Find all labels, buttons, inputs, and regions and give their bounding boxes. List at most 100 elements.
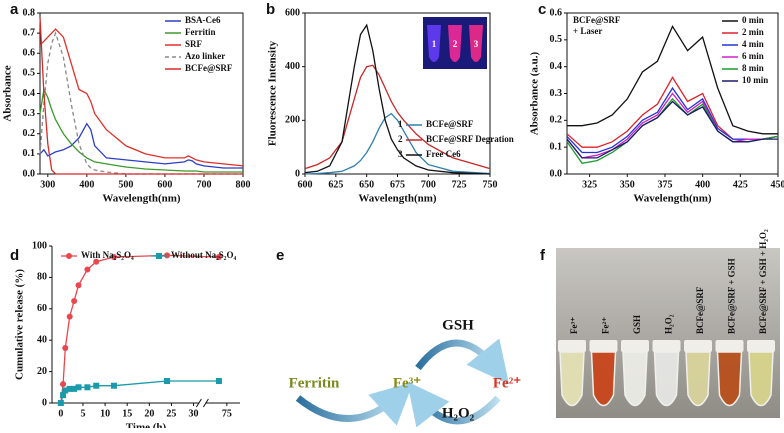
plot-frame (40, 13, 243, 174)
point (67, 314, 73, 320)
legend-label: 8 min (742, 63, 764, 73)
x-tick-label: 725 (452, 179, 467, 190)
y-tick-label: 0.0 (23, 168, 36, 179)
y-tick-label: 0.1 (23, 148, 36, 159)
y-tick-label: 600 (285, 7, 300, 18)
legend-label: SRF (185, 39, 203, 49)
y-tick-label: 40 (37, 334, 47, 345)
tube-cap (653, 340, 681, 352)
point (62, 345, 68, 351)
tube-label: BCFe@SRF + GSH + H₂O₂ (758, 229, 768, 334)
x-tick-label: 450 (771, 179, 784, 190)
tube-cap (684, 340, 712, 352)
x-tick-label: 325 (582, 179, 597, 190)
tube (686, 352, 710, 406)
y-tick-label: 0.7 (23, 27, 36, 38)
y-axis-label: Absorbance (a.u.) (529, 51, 541, 135)
y-tick-label: 0.6 (23, 48, 36, 59)
point (76, 384, 82, 390)
y-tick-label: 0.6 (550, 7, 563, 18)
series-line (567, 102, 778, 158)
y-tick-label: 0.2 (550, 115, 563, 126)
arrow (298, 396, 398, 419)
x-tick-label: 600 (157, 179, 172, 190)
y-tick-label: 0.4 (23, 88, 36, 99)
x-tick-label: 300 (40, 179, 55, 190)
tube-cap (590, 340, 618, 352)
point (111, 383, 117, 389)
legend-swatch (66, 253, 72, 259)
x-axis-label: Wavelength(nm) (633, 193, 712, 205)
tube (623, 352, 647, 406)
point (216, 378, 222, 384)
panel-letter: b (266, 1, 275, 18)
legend-label: 4 min (742, 39, 764, 49)
x-axis-label: Wavelength(nm) (358, 193, 437, 205)
y-axis-label: Fluorescence Intensity (267, 40, 279, 146)
y-tick-label: 400 (285, 61, 300, 72)
tube-cap (716, 340, 744, 352)
x-tick-label: 5 (80, 408, 85, 419)
tube (718, 352, 742, 406)
x-tick-label: 750 (483, 179, 498, 190)
y-tick-label: 0 (295, 168, 300, 179)
legend-label: 2 min (742, 27, 764, 37)
tube (749, 352, 773, 406)
y-tick-label: 0.8 (23, 7, 36, 18)
legend-number: 1 (398, 119, 403, 129)
legend-label: Free Ce6 (426, 149, 461, 159)
x-tick-label: 0 (58, 408, 63, 419)
edge-label: GSH (442, 317, 474, 333)
y-tick-label: 0.5 (550, 34, 563, 45)
x-axis-label: Time (h) (126, 422, 167, 428)
panel-letter: f (540, 247, 546, 264)
x-tick-label: 15 (122, 408, 132, 419)
tube-cap (621, 340, 649, 352)
x-tick-label: 30 (189, 408, 199, 419)
x-tick-label: 10 (100, 408, 110, 419)
x-tick-label: 700 (421, 179, 436, 190)
inset-label: 1 (432, 39, 437, 49)
legend-label: 6 min (742, 51, 764, 61)
legend-label: BCFe@SRF Degration (426, 134, 514, 144)
legend-swatch (156, 253, 162, 259)
y-tick-label: 80 (37, 272, 47, 283)
panel-letter: e (276, 247, 284, 264)
node: Fe²⁺ (493, 375, 521, 391)
tube (560, 352, 584, 406)
y-tick-label: 0.3 (550, 88, 563, 99)
x-tick-label: 400 (695, 179, 710, 190)
x-tick-label: 650 (359, 179, 374, 190)
y-tick-label: 0 (42, 397, 47, 408)
y-tick-label: 0.3 (23, 108, 36, 119)
series-line (40, 17, 243, 174)
y-axis-label: Cumulative release (%) (14, 269, 26, 380)
y-tick-label: 0.4 (550, 61, 563, 72)
y-tick-label: 60 (37, 303, 47, 314)
tube-label: GSH (632, 315, 642, 334)
legend-label: With Na₂S₂O₄ (81, 250, 134, 260)
legend-label: Azo linker (185, 51, 225, 61)
y-tick-label: 0.5 (23, 68, 36, 79)
legend-number: 2 (398, 134, 403, 144)
annotation: BCFe@SRF (573, 15, 621, 25)
legend-label: Without Na₂S₂O₄ (171, 250, 236, 260)
point (76, 282, 82, 288)
x-tick-label: 500 (118, 179, 133, 190)
node: Ferritin (289, 375, 340, 391)
legend-label: 10 min (742, 75, 768, 85)
inset-label: 3 (474, 39, 479, 49)
legend-label: BCFe@SRF (185, 63, 233, 73)
x-tick-label: 425 (733, 179, 748, 190)
x-tick-label: 20 (144, 408, 154, 419)
x-tick-label: 375 (657, 179, 672, 190)
node: Fe³⁺ (393, 375, 421, 391)
y-tick-label: 0.1 (550, 141, 563, 152)
tube-label: BCFe@SRF + GSH (727, 258, 737, 334)
y-tick-label: 20 (37, 366, 47, 377)
inset-label: 2 (453, 39, 458, 49)
legend-label: BSA-Ce6 (185, 15, 221, 25)
arrow (418, 343, 496, 368)
legend-number: 3 (398, 149, 403, 159)
